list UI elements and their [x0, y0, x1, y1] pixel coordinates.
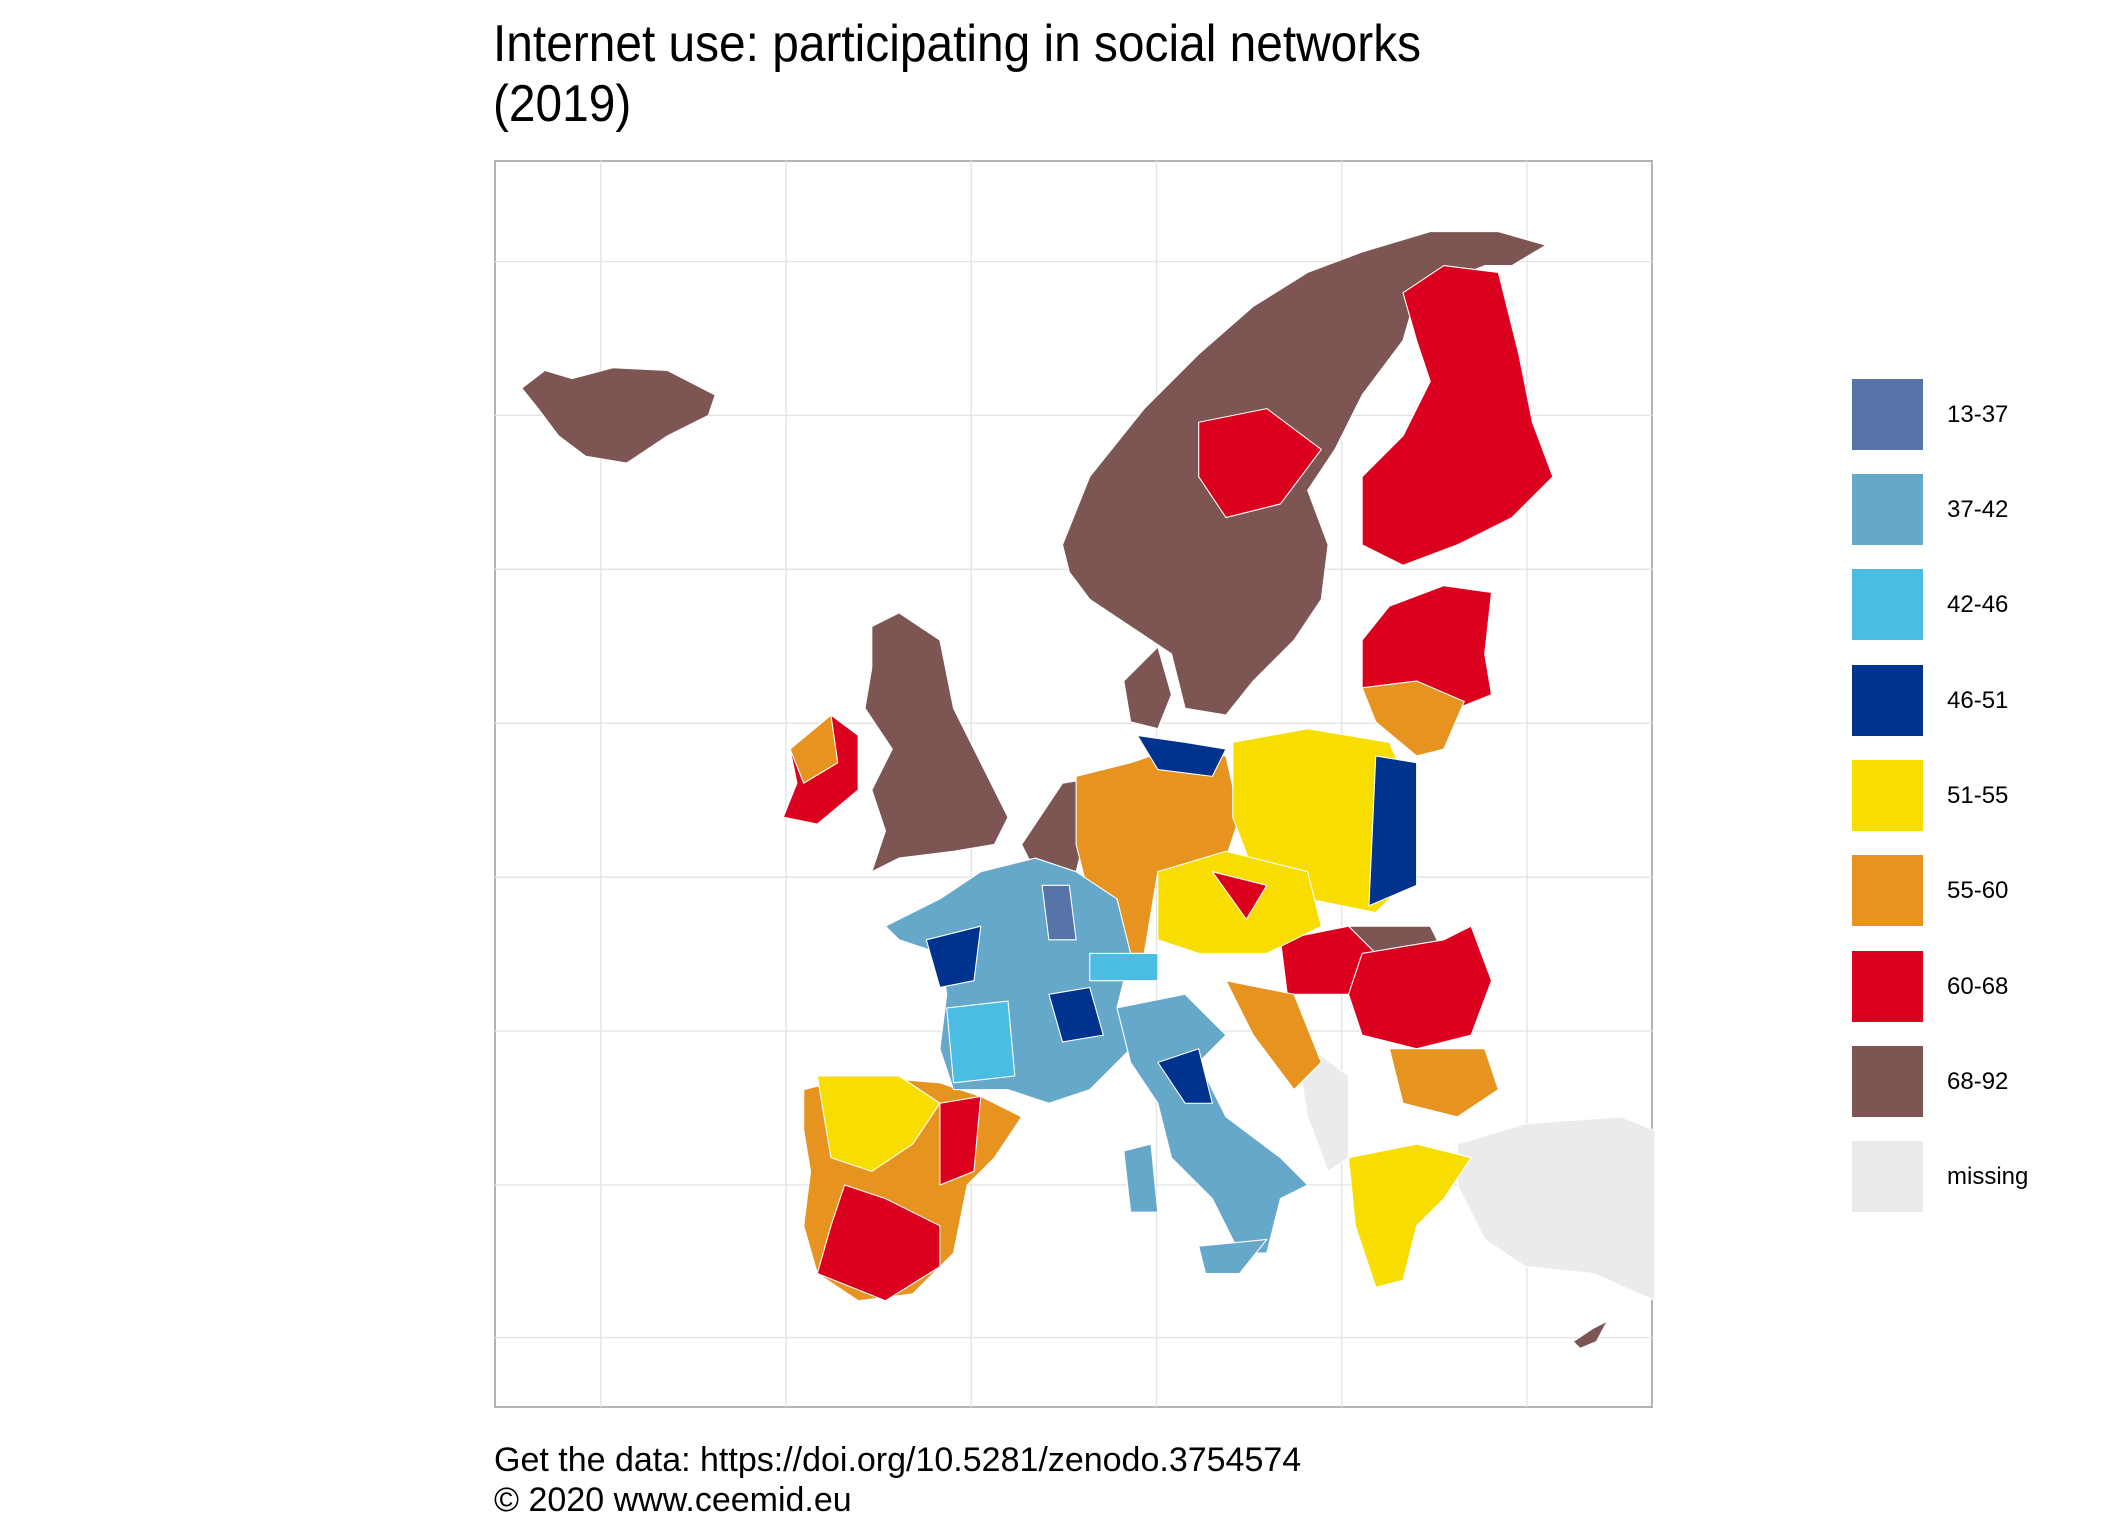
legend-swatch — [1852, 855, 1923, 926]
region-iceland — [521, 367, 716, 464]
legend-label: 55-60 — [1947, 877, 2009, 904]
title-line-2: (2019) — [493, 75, 632, 133]
region-italy-north — [1157, 1048, 1213, 1104]
region-turkey-missing — [1456, 1116, 1656, 1302]
region-denmark — [1123, 646, 1173, 730]
legend-item: 60-68 — [1852, 951, 2125, 1023]
region-uk — [864, 612, 1009, 873]
region-sweden-north — [1198, 408, 1322, 519]
map-panel — [494, 160, 1653, 1408]
legend-swatch — [1852, 379, 1923, 450]
region-france-east — [1041, 884, 1077, 941]
region-italy — [1116, 993, 1309, 1254]
legend-swatch — [1852, 760, 1923, 831]
legend-swatch — [1852, 665, 1923, 736]
region-france-central — [1048, 986, 1104, 1043]
legend-item: missing — [1852, 1141, 2125, 1213]
legend-item: 46-51 — [1852, 665, 2125, 737]
region-poland-east — [1368, 755, 1418, 907]
legend-label: 13-37 — [1947, 401, 2009, 428]
legend-item: 55-60 — [1852, 855, 2125, 927]
legend-label: 60-68 — [1947, 973, 2009, 1000]
region-france-southwest — [946, 1000, 1016, 1084]
legend-item: 13-37 — [1852, 379, 2125, 451]
region-croatia — [1225, 980, 1322, 1091]
region-france-west — [925, 925, 982, 989]
region-sicily — [1198, 1238, 1268, 1275]
legend-swatch — [1852, 951, 1923, 1022]
legend-label: 42-46 — [1947, 591, 2009, 618]
region-ireland-west — [789, 714, 839, 784]
region-finland — [1361, 265, 1554, 566]
region-cyprus — [1572, 1320, 1608, 1349]
legend-label: 37-42 — [1947, 496, 2009, 523]
region-bulgaria — [1388, 1048, 1499, 1118]
legend-label: 46-51 — [1947, 687, 2009, 714]
region-greece — [1347, 1143, 1472, 1288]
legend-item: 37-42 — [1852, 474, 2125, 546]
legend-item: 51-55 — [1852, 760, 2125, 832]
region-scandinavia — [1061, 230, 1547, 716]
region-czech-center — [1211, 871, 1268, 920]
region-sardinia — [1123, 1143, 1159, 1213]
region-germany-north — [1136, 734, 1227, 777]
region-switzerland — [1089, 952, 1159, 982]
legend-swatch — [1852, 1141, 1923, 1212]
legend-label: 51-55 — [1947, 782, 2009, 809]
region-spain-north — [816, 1075, 941, 1172]
data-source-link[interactable]: Get the data: https://doi.org/10.5281/ze… — [494, 1441, 1302, 1479]
region-spain-northeast — [939, 1095, 982, 1186]
caption: Get the data: https://doi.org/10.5281/ze… — [494, 1440, 1301, 1520]
region-spain-south — [816, 1184, 941, 1302]
legend-label: 68-92 — [1947, 1068, 2009, 1095]
legend-swatch — [1852, 569, 1923, 640]
legend-item: 68-92 — [1852, 1046, 2125, 1118]
region-lithuania — [1361, 680, 1465, 757]
chart-title: Internet use: participating in social ne… — [493, 14, 1421, 134]
legend-swatch — [1852, 1046, 1923, 1117]
title-line-1: Internet use: participating in social ne… — [493, 15, 1422, 73]
legend-swatch — [1852, 474, 1923, 545]
legend-item: 42-46 — [1852, 569, 2125, 641]
legend-label: missing — [1947, 1163, 2029, 1190]
region-romania — [1347, 925, 1493, 1050]
copyright: © 2020 www.ceemid.eu — [494, 1481, 852, 1519]
